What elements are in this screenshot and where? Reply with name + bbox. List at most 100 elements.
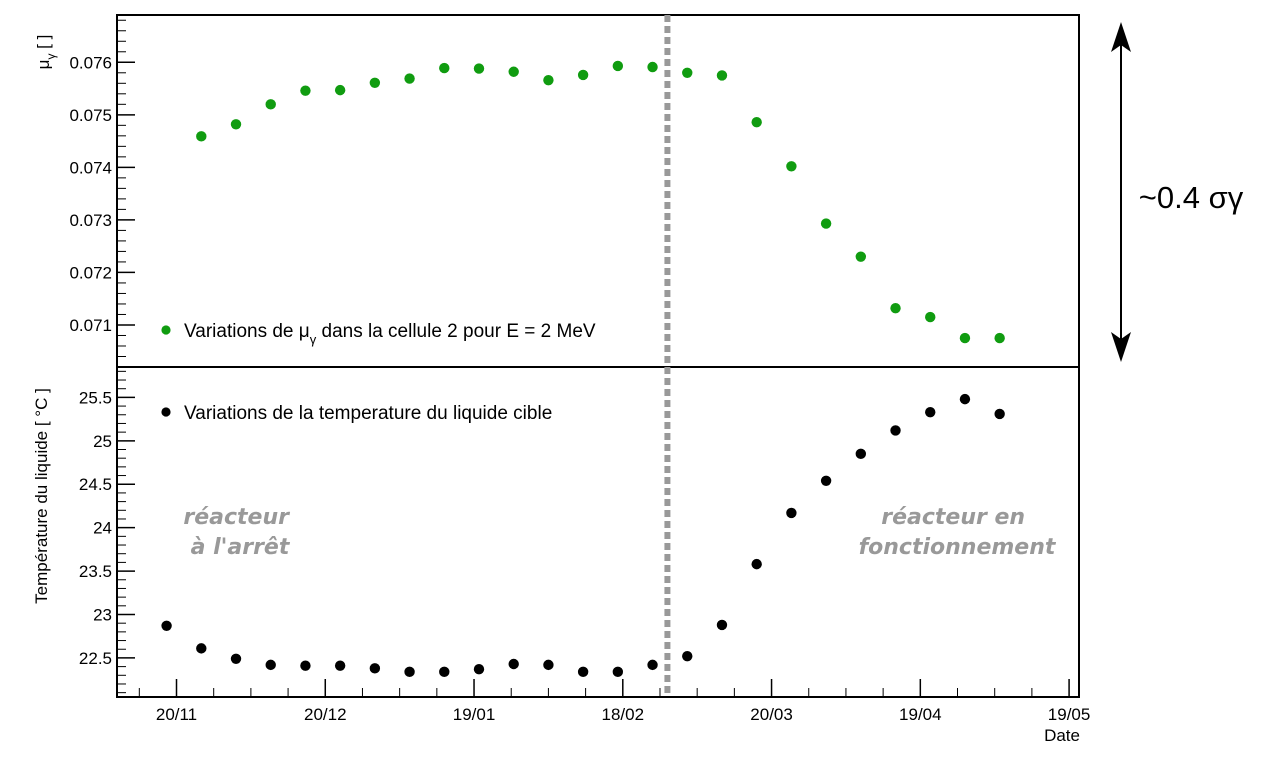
mu-point: [404, 73, 415, 84]
bottom-y-axis-title: Température du liquide [ °C ]: [32, 388, 51, 604]
temp-legend-marker: [161, 407, 171, 417]
xtick-label: 20/11: [156, 705, 197, 724]
temperature-point: [682, 650, 693, 662]
mu-point: [682, 67, 693, 78]
mu-point: [716, 70, 728, 81]
temperature-point: [473, 664, 485, 675]
xtick-label: 20/03: [750, 705, 793, 724]
reactor-off-line1: réacteur: [183, 505, 290, 530]
top-panel-frame: [116, 14, 1080, 368]
top-ytick-label: 0.071: [69, 316, 112, 335]
mu-point: [647, 61, 658, 73]
temperature-point: [820, 475, 832, 486]
temp-legend-text: Variations de la temperature du liquide …: [184, 403, 552, 424]
temperature-point: [786, 507, 797, 519]
sigma-arrow-head-top: [1111, 22, 1131, 52]
mu-legend-text: Variations de μγ dans la cellule 2 pour …: [184, 321, 596, 347]
mu-point: [577, 69, 589, 81]
temperature-point: [994, 408, 1005, 420]
mu-point: [473, 63, 485, 74]
xtick-label: 19/01: [453, 705, 496, 724]
mu-point: [855, 251, 867, 262]
mu-point: [230, 119, 242, 130]
temperature-point: [508, 658, 519, 670]
mu-point: [959, 332, 971, 344]
sigma-range-arrow: [1111, 22, 1131, 362]
temperature-point: [925, 406, 936, 418]
temperature-point: [196, 643, 207, 654]
mu-point: [334, 84, 346, 96]
bottom-ytick-label: 25.5: [79, 388, 112, 407]
mu-point: [369, 77, 381, 88]
temperature-point: [890, 425, 901, 436]
temperature-point: [855, 448, 867, 460]
top-y-axis-title-main: μ: [34, 60, 53, 70]
temperature-point: [959, 393, 971, 405]
temperature-point: [543, 659, 554, 671]
temperature-point: [265, 659, 276, 671]
mu-point: [820, 218, 832, 229]
temperature-point: [751, 558, 762, 570]
mu-point: [890, 302, 901, 314]
reactor-on-annotation: réacteur en fonctionnement: [859, 505, 1057, 560]
top-ytick-label: 0.074: [69, 158, 112, 177]
mu-point: [508, 66, 519, 77]
reactor-off-line2: à l'arrêt: [191, 535, 291, 560]
top-y-axis-title-suffix: [ ]: [34, 35, 53, 54]
mu-point: [994, 332, 1005, 344]
reactor-on-line2: fonctionnement: [859, 535, 1057, 560]
mu-point: [612, 60, 624, 72]
xtick-label: 20/12: [304, 705, 347, 724]
temperature-series: [161, 393, 1005, 678]
mu-point: [265, 99, 276, 110]
xtick-label: 18/02: [602, 705, 645, 724]
temperature-point: [369, 663, 381, 674]
bottom-ytick-label: 22.5: [79, 649, 112, 668]
mu-point: [196, 131, 207, 142]
mu-point: [786, 161, 797, 172]
bottom-ytick-label: 23: [93, 606, 112, 625]
mu-point: [751, 116, 762, 128]
top-y-axis-title-sub: γ: [44, 54, 58, 60]
top-ytick-label: 0.072: [69, 263, 112, 282]
xtick-label: 19/04: [899, 705, 942, 724]
x-axis-title: Date: [1044, 726, 1080, 745]
temperature-point: [300, 660, 311, 671]
temperature-point: [612, 666, 624, 678]
mu-legend-sub: γ: [310, 332, 317, 347]
sigma-range-label: ~0.4 σγ: [1139, 180, 1244, 215]
reactor-on-line1: réacteur en: [881, 505, 1025, 530]
mu-point: [543, 74, 554, 86]
top-y-axis-title: μγ [ ]: [34, 35, 58, 70]
temperature-point: [439, 666, 450, 678]
mu-point: [300, 85, 311, 96]
reactor-off-annotation: réacteur à l'arrêt: [183, 505, 296, 560]
bottom-ytick-label: 25: [93, 432, 112, 451]
temperature-point: [577, 666, 589, 678]
xtick-label: 19/05: [1048, 705, 1091, 724]
bottom-ytick-label: 24.5: [79, 475, 112, 494]
top-ytick-label: 0.073: [69, 211, 112, 230]
top-ytick-label: 0.075: [69, 106, 112, 125]
mu-legend-pre: Variations de μ: [184, 321, 310, 342]
temperature-point: [230, 653, 242, 664]
bottom-panel-frame: [116, 366, 1080, 698]
mu-legend-post: dans la cellule 2 pour E = 2 MeV: [316, 321, 596, 342]
temperature-point: [716, 619, 728, 631]
mu-point: [925, 311, 936, 323]
bottom-y-axis: 22.5 23 23.5 24 24.5 25 25.5: [79, 370, 135, 694]
mu-legend-marker: [161, 325, 171, 335]
bottom-ytick-label: 24: [93, 519, 112, 538]
bottom-ytick-label: 23.5: [79, 562, 112, 581]
mu-gamma-series: [196, 60, 1005, 344]
temperature-point: [647, 659, 658, 671]
top-ytick-label: 0.076: [69, 53, 112, 72]
top-y-axis: 0.071 0.072 0.073 0.074 0.075 0.076: [69, 19, 135, 357]
temperature-point: [404, 666, 415, 678]
mu-point: [439, 62, 450, 74]
sigma-arrow-head-bottom: [1111, 332, 1131, 362]
temperature-point: [334, 660, 346, 671]
x-axis: 20/11 20/12 19/01 18/02 20/03 19/04 19/05: [138, 679, 1091, 724]
temperature-point: [161, 620, 172, 631]
